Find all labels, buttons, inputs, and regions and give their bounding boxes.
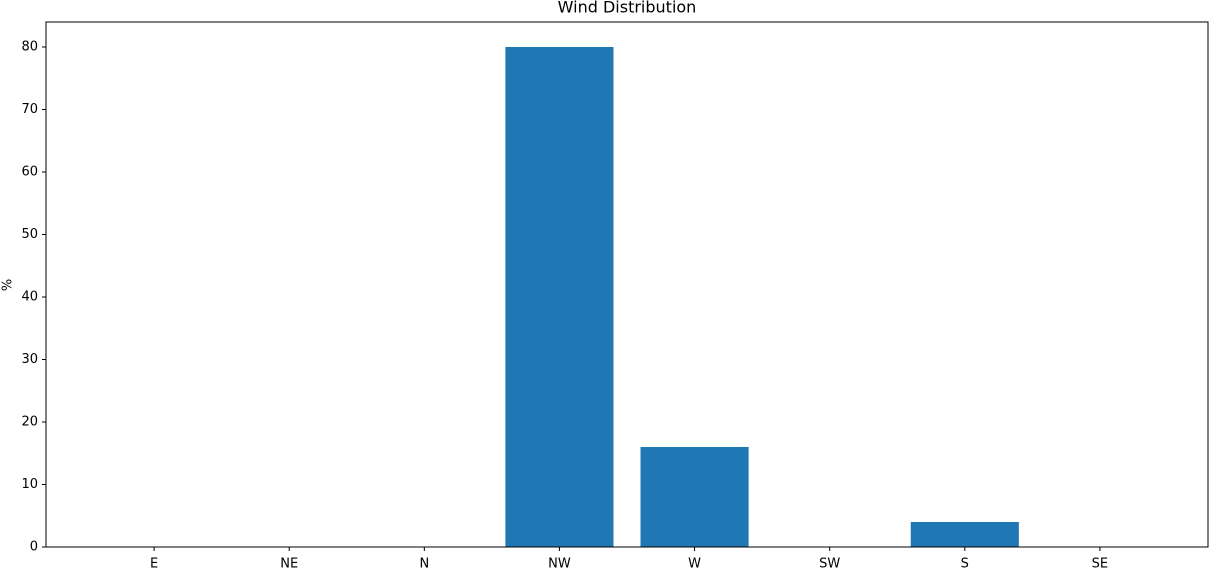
y-tick-label: 20 <box>21 415 38 430</box>
bar <box>640 447 749 547</box>
y-tick-label: 50 <box>21 227 38 242</box>
x-tick-label: NW <box>548 557 571 571</box>
bar <box>910 522 1019 547</box>
y-tick-label: 70 <box>21 102 38 117</box>
x-tick-label: N <box>419 557 429 571</box>
x-tick-label: E <box>150 557 158 571</box>
y-tick-label: 80 <box>21 40 38 55</box>
y-tick-label: 10 <box>21 477 38 492</box>
y-axis-label: % <box>1 279 16 291</box>
y-tick-label: 60 <box>21 165 38 180</box>
bar <box>505 47 614 547</box>
chart-title: Wind Distribution <box>558 0 697 17</box>
x-tick-label: S <box>961 557 969 571</box>
x-tick-label: NE <box>280 557 298 571</box>
y-tick-label: 0 <box>30 540 38 555</box>
plot-frame <box>45 21 1209 548</box>
x-tick-label: SW <box>819 557 840 571</box>
x-tick-label: W <box>688 557 701 571</box>
y-tick-label: 40 <box>21 290 38 305</box>
y-tick-label: 30 <box>21 352 38 367</box>
x-tick-label: SE <box>1092 557 1108 571</box>
